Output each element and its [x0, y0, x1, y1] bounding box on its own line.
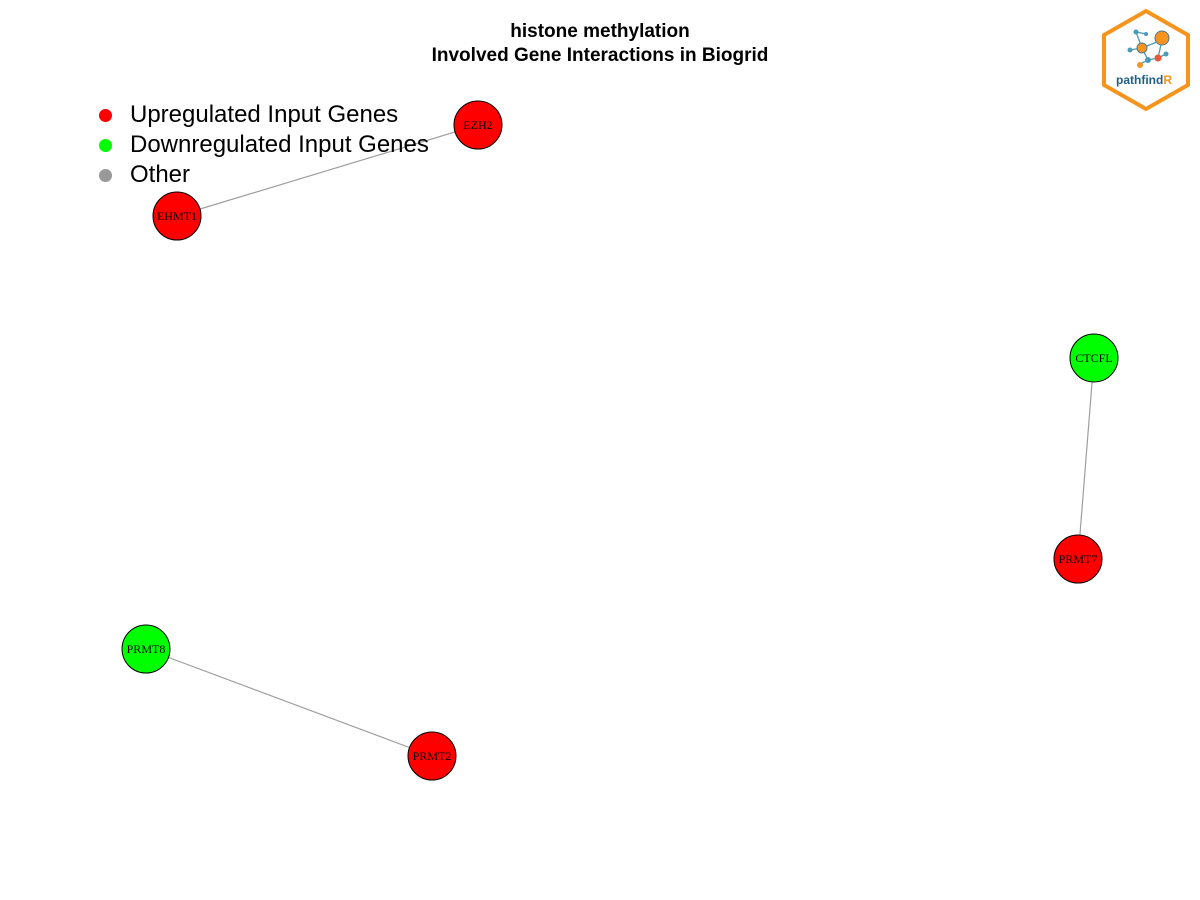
- legend-dot-upregulated: [99, 108, 112, 122]
- node-prmt2: PRMT2: [407, 731, 457, 781]
- legend-label-downregulated: Downregulated Input Genes: [130, 131, 429, 158]
- logo-nodes-icon: [1127, 29, 1170, 68]
- node-ehmt1: EHMT1: [152, 191, 202, 241]
- title-line-1: histone methylation: [510, 21, 690, 42]
- logo-text: pathfindR: [1116, 73, 1172, 87]
- edge-prmt8-prmt2: [145, 648, 433, 757]
- legend-label-other: Other: [130, 161, 191, 188]
- chart-title: histone methylation Involved Gene Intera…: [0, 20, 1200, 68]
- node-circle-ehmt1: [152, 191, 202, 241]
- node-prmt7: PRMT7: [1053, 534, 1103, 584]
- legend-dot-other: [99, 168, 112, 182]
- node-circle-prmt7: [1053, 534, 1103, 584]
- edge-ctcfl-prmt7: [1077, 357, 1095, 560]
- node-label-ezh2: EZH2: [463, 118, 492, 132]
- title-line-2: Involved Gene Interactions in Biogrid: [431, 45, 769, 66]
- legend-label-upregulated: Upregulated Input Genes: [130, 101, 399, 128]
- pathfindr-logo: pathfindR: [1102, 8, 1190, 112]
- legend-item-upregulated: Upregulated Input Genes: [96, 100, 429, 130]
- legend-item-other: Other: [96, 160, 429, 190]
- node-label-ehmt1: EHMT1: [157, 209, 197, 223]
- node-label-prmt2: PRMT2: [413, 749, 452, 763]
- node-label-prmt8: PRMT8: [127, 642, 166, 656]
- node-circle-prmt8: [121, 624, 171, 674]
- legend-item-downregulated: Downregulated Input Genes: [96, 130, 429, 160]
- node-circle-ezh2: [453, 100, 503, 150]
- edge-ezh2-ehmt1: [176, 124, 479, 217]
- node-ezh2: EZH2: [453, 100, 503, 150]
- node-label-ctcfl: CTCFL: [1075, 351, 1112, 365]
- edges-layer: [145, 124, 1095, 757]
- nodes-layer: EZH2 EHMT1 CTCFL PRMT7 PRMT8 PRMT2: [121, 100, 1119, 781]
- node-circle-ctcfl: [1069, 333, 1119, 383]
- legend: Upregulated Input Genes Downregulated In…: [96, 100, 429, 190]
- node-ctcfl: CTCFL: [1069, 333, 1119, 383]
- node-prmt8: PRMT8: [121, 624, 171, 674]
- legend-dot-downregulated: [99, 138, 112, 152]
- node-label-prmt7: PRMT7: [1059, 552, 1098, 566]
- node-circle-prmt2: [407, 731, 457, 781]
